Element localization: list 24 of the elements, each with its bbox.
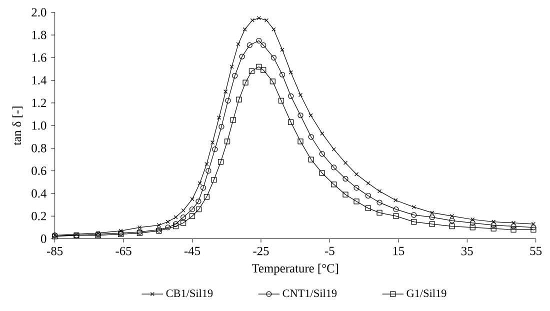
x-tick-label: 35 (462, 246, 473, 256)
y-tick-label: 0.6 (32, 166, 46, 175)
x-tick-label: -25 (253, 246, 269, 256)
y-tick-label: 1.6 (32, 53, 46, 62)
x-tick-label: -85 (47, 246, 63, 256)
y-axis-title: tan δ [-] (12, 106, 23, 146)
x-tick-label: -5 (324, 246, 334, 255)
y-tick-label: 0.8 (32, 144, 46, 152)
y-tick-label: 0.4 (32, 189, 47, 198)
legend-label: G1/Sil19 (406, 289, 446, 297)
y-tick-label: 2.0 (32, 8, 46, 16)
y-tick-label: 1.0 (32, 121, 46, 130)
legend-label: CB1/Sil19 (166, 289, 213, 297)
x-tick-label: 55 (530, 246, 542, 255)
legend-label: CNT1/Sil19 (282, 289, 337, 297)
x-tick-label: 15 (393, 246, 404, 256)
y-tick-label: 1.8 (32, 30, 46, 40)
x-axis-title: Temperature [°C] (252, 264, 338, 275)
y-tick-label: 1.2 (32, 98, 46, 108)
y-tick-label: 0 (40, 234, 46, 243)
x-tick-label: -65 (116, 246, 132, 256)
y-tick-label: 1.4 (32, 76, 47, 84)
x-tick-label: -45 (184, 246, 200, 256)
y-tick-label: 0.2 (32, 212, 46, 220)
